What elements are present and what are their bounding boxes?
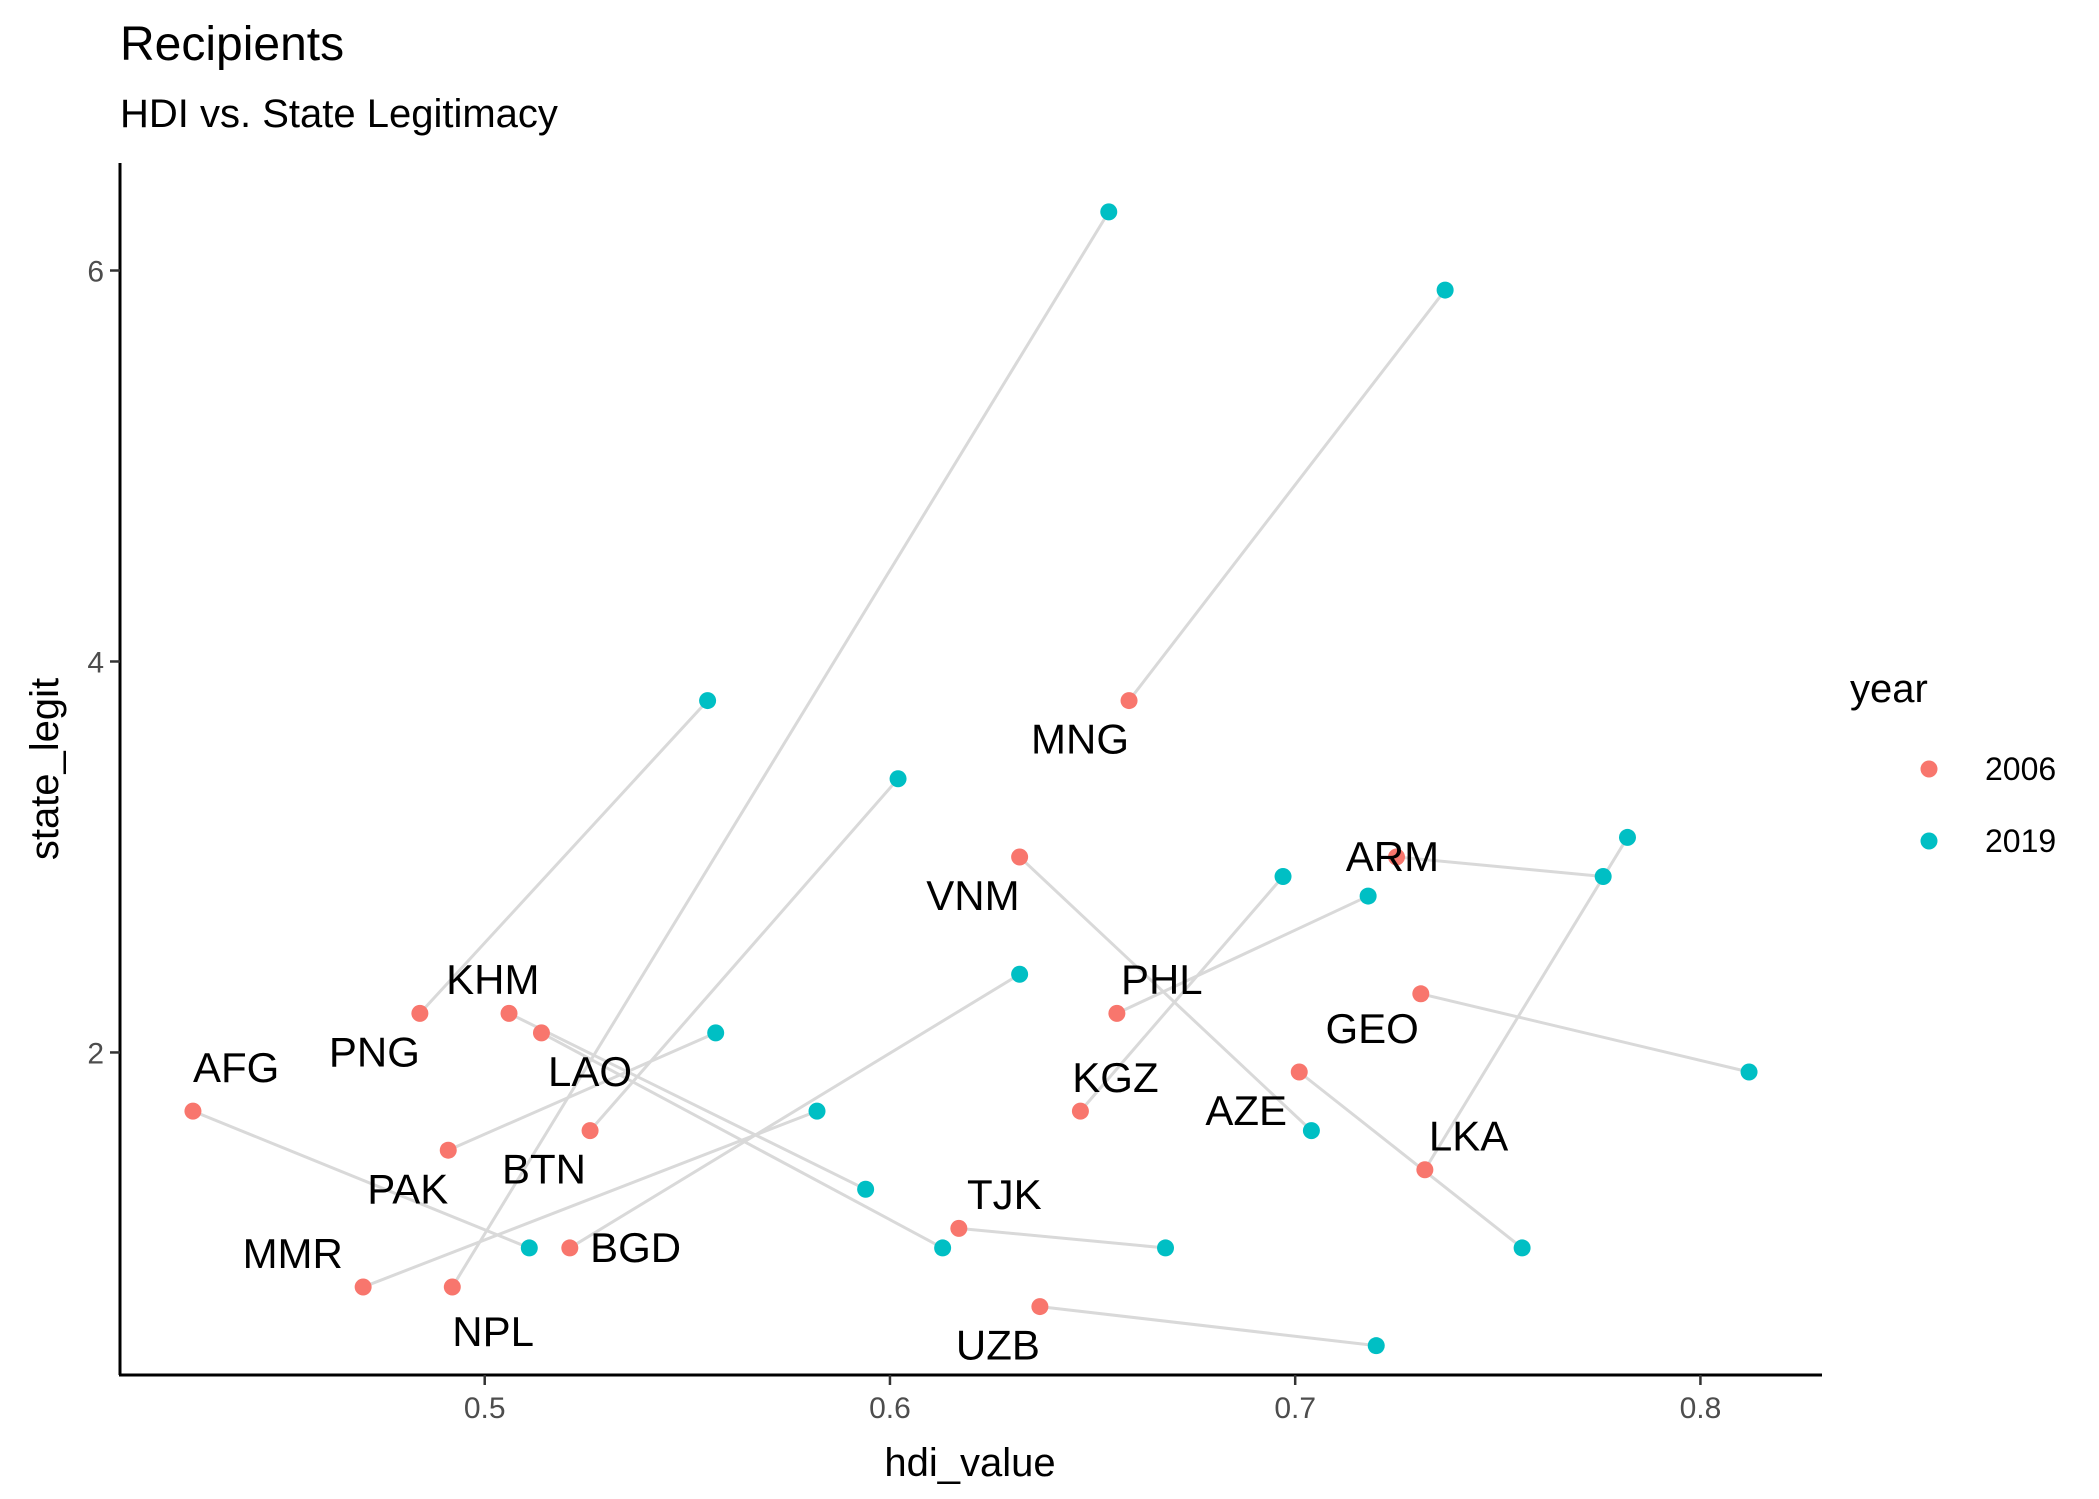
point-label: BGD [590,1224,681,1271]
point-2006 [443,1278,461,1296]
connector-line [1127,289,1447,702]
connector-line [192,1109,530,1250]
point-2006 [1011,848,1029,866]
connector-line [569,972,1021,1250]
connector-lines [192,211,1750,1348]
x-axis-ticks: 0.5 0.6 0.7 0.8 [464,1375,1721,1425]
point-2019 [707,1024,725,1042]
point-label: PNG [329,1028,420,1075]
point-label: MNG [1031,716,1129,763]
connector-line [958,1226,1166,1250]
connector-line [1116,894,1369,1015]
connector-line [1039,1305,1377,1348]
point-2006 [1120,692,1138,710]
connector-line [1396,855,1604,879]
point-2006 [532,1024,550,1042]
point-label: AFG [193,1044,279,1091]
point-2006 [1412,985,1430,1003]
point-2006 [411,1004,429,1022]
x-tick-label: 0.7 [1274,1392,1316,1425]
x-tick-label: 0.8 [1680,1392,1722,1425]
x-tick-label: 0.6 [869,1392,911,1425]
connector-line [362,1109,818,1289]
legend-title: year [1850,667,1928,711]
point-2019 [934,1239,952,1257]
y-tick-label: 2 [87,1037,104,1070]
point-2019 [520,1239,538,1257]
legend-key-2006 [1920,760,1938,778]
connector-line [1298,1070,1524,1250]
connector-line [508,1012,867,1191]
point-label: LAO [548,1048,632,1095]
point-2019 [1618,828,1636,846]
point-label: ARM [1346,833,1439,880]
point-2019 [1274,868,1292,886]
point-2019 [889,770,907,788]
point-label: PAK [367,1165,448,1212]
point-2006 [950,1219,968,1237]
point-2006 [500,1004,518,1022]
point-2019 [1302,1122,1320,1140]
point-2019 [1594,868,1612,886]
legend-key-2019 [1920,832,1938,850]
connector-line [1079,875,1285,1113]
connector-line [418,699,709,1015]
connector-line [1018,855,1313,1132]
connector-line [1420,992,1750,1074]
point-2006 [1416,1161,1434,1179]
point-label: GEO [1326,1005,1419,1052]
data-points [184,203,1758,1355]
point-2006 [184,1102,202,1120]
legend-label: 2019 [1985,823,2056,859]
point-label: KGZ [1072,1054,1158,1101]
point-2006 [1108,1004,1126,1022]
point-2019 [808,1102,826,1120]
point-label: BTN [502,1146,586,1193]
x-tick-label: 0.5 [464,1392,506,1425]
point-2019 [1157,1239,1175,1257]
point-2019 [1011,965,1029,983]
point-2006 [1071,1102,1089,1120]
point-label: LKA [1429,1113,1508,1160]
connector-line [447,1031,717,1152]
y-axis-title: state_legit [23,678,67,860]
point-label: AZE [1205,1087,1287,1134]
point-label: KHM [446,956,539,1003]
point-2006 [581,1122,599,1140]
point-2006 [1388,848,1405,866]
point-2019 [1359,887,1377,905]
point-2006 [1290,1063,1308,1081]
x-axis-title: hdi_value [884,1441,1055,1485]
point-2019 [1367,1337,1385,1355]
y-tick-label: 4 [87,646,104,679]
point-2019 [1436,281,1454,299]
connector-line [451,211,1111,1288]
chart-subtitle: HDI vs. State Legitimacy [120,92,558,136]
point-label: PHL [1121,956,1203,1003]
chart-title: Recipients [120,18,344,71]
connector-line [588,777,900,1132]
point-label: MMR [243,1230,343,1277]
point-2019 [857,1180,875,1198]
point-2006 [354,1278,372,1296]
connector-line [1423,836,1629,1171]
legend: year 2006 2019 [1850,667,2056,859]
point-2019 [699,692,717,710]
point-2006 [1031,1298,1049,1316]
point-label: UZB [956,1322,1040,1369]
legend-label: 2006 [1985,751,2056,787]
point-label: TJK [967,1171,1042,1218]
point-2006 [561,1239,579,1257]
point-2006 [439,1141,457,1159]
point-2019 [1740,1063,1758,1081]
point-label: VNM [926,872,1019,919]
point-2019 [1100,203,1118,221]
y-axis-ticks: 2 4 6 [87,256,120,1070]
point-2019 [1513,1239,1531,1257]
point-label: NPL [452,1308,534,1355]
y-tick-label: 6 [87,256,104,289]
